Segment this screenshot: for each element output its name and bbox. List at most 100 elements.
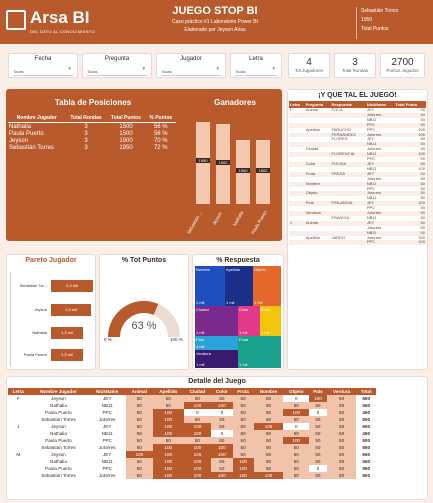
treemap-cell[interactable]: Vendura 1 mil <box>195 350 238 368</box>
filter-value[interactable]: Todas <box>235 67 277 76</box>
cell: Animal <box>305 219 318 225</box>
table-row[interactable]: FLORES JEY 50 <box>289 137 426 142</box>
winner-bar[interactable]: 1500 <box>256 140 270 204</box>
table-row[interactable]: Nathalia 3 1500 56 % <box>8 123 176 131</box>
pareto-bar[interactable]: 2,0 mil <box>51 280 93 292</box>
table-row[interactable]: PPC 100 <box>289 240 426 246</box>
table-row[interactable]: Paula Puerto PPC 50 50 50 50 50 50 100 50 50 500 <box>8 437 376 444</box>
chevron-down-icon[interactable]: ▾ <box>216 66 219 72</box>
cell: J <box>17 424 20 429</box>
table-row[interactable]: FRANCIA NB11 50 <box>289 214 426 221</box>
cell: 50 <box>420 214 425 220</box>
table-row[interactable]: NB11 50 <box>289 141 426 148</box>
table-row[interactable]: PPC 50 <box>289 205 426 211</box>
cell: 100 <box>253 472 284 479</box>
treemap-cell[interactable]: Objeto 1 mil <box>253 266 281 306</box>
treemap-cell[interactable]: Fruta 1 mil <box>260 306 281 336</box>
table-row[interactable]: Objeto Jotorres 50 <box>289 191 426 197</box>
winner-bar[interactable]: 1500 <box>236 140 250 204</box>
table-row[interactable]: M Jeyson JEY 100 100 100 100 50 50 50 50 50 650 <box>8 451 376 458</box>
cell: 50 <box>183 395 212 402</box>
table-row[interactable]: Ciudad Jotorres 50 <box>289 146 426 152</box>
table-row[interactable]: Vendura Jotorres 50 <box>289 210 426 216</box>
pareto-bar[interactable]: 1,5 mil <box>51 327 83 339</box>
table-row[interactable]: Jeyson 3 1900 70 % <box>8 137 176 144</box>
pareto-bar[interactable]: 1,9 mil <box>51 304 91 316</box>
cell: Jotorres <box>366 131 382 137</box>
table-row[interactable]: NB11 50 <box>289 195 426 201</box>
treemap-cell[interactable]: Apellido 1 mil <box>225 266 253 306</box>
cell: 50 <box>125 409 153 416</box>
table-row[interactable]: Jotorres 50 <box>289 112 426 118</box>
filter-fecha[interactable]: Fecha Todas ▾ <box>8 53 78 78</box>
treemap-cell[interactable]: Color 1 mil <box>238 306 260 336</box>
table-row[interactable]: F Animal FOCA JEY 50 <box>289 107 426 113</box>
treemap-cell[interactable]: País 1 mil <box>195 336 238 350</box>
table-row[interactable]: J Jeyson JEY 50 100 100 50 50 100 0 50 50 600 <box>8 423 376 430</box>
cell: Paula Puerto <box>45 466 72 471</box>
table-row[interactable]: Nathalia NB11 50 100 100 50 100 50 50 50 50 550 <box>8 458 376 465</box>
cell: 100 <box>283 437 310 444</box>
table-row[interactable]: PPC 50 <box>289 122 426 128</box>
table-row[interactable]: FERNÁNDEZ Jotorres 100 <box>289 131 426 138</box>
kpi-value: 2700 <box>391 57 414 68</box>
filter-value[interactable]: Todas <box>87 67 147 76</box>
chevron-down-icon[interactable]: ▾ <box>68 66 71 72</box>
table-row[interactable]: PPC 50 <box>289 156 426 162</box>
treemap-cell[interactable]: Nombre 1 mil <box>195 266 225 306</box>
cell: 56 % <box>153 130 168 137</box>
cell: 100 <box>283 409 310 416</box>
cell: 100 <box>232 458 254 465</box>
logo-tagline: DEL DATO AL CONOCIMIENTO <box>30 29 95 34</box>
table-row[interactable]: Nathalia NB11 50 100 100 0 50 50 50 50 50 450 <box>8 430 376 437</box>
table-row[interactable]: Fruta FRESA JEY 50 <box>289 171 426 177</box>
filter-value[interactable]: Todas <box>161 67 221 76</box>
table-row[interactable]: Paula Puerto PPC 50 100 100 50 100 50 50 0 50 550 <box>8 465 376 472</box>
table-row[interactable]: NB11 50 <box>289 117 426 123</box>
cell: 50 <box>125 416 153 423</box>
table-row[interactable]: Sebastián Torres Jotorres 50 100 100 100 100 10… <box>8 472 376 479</box>
table-row[interactable]: Paula Puerto PPC 50 100 0 0 50 50 100 0 50 450 <box>8 409 376 416</box>
cell <box>8 430 28 437</box>
col-header: Letra <box>8 388 29 395</box>
table-row[interactable]: NB11 100 <box>289 166 426 172</box>
table-row[interactable]: Nombre NB11 50 <box>289 181 426 187</box>
treemap-cell[interactable]: Ciudad 1 mil <box>195 306 238 336</box>
filter-value[interactable]: Todas <box>13 67 73 76</box>
table-row[interactable]: FLORENCIA NB11 100 <box>289 151 426 158</box>
pareto-name: Paula Puerto <box>23 352 47 357</box>
table-row[interactable]: Nathalia NB11 50 50 100 100 50 50 50 50 50 550 <box>8 402 376 409</box>
treemap-cell[interactable]: Fruta 1 mil <box>238 336 281 368</box>
cell: 50 <box>420 219 425 225</box>
table-row[interactable]: Jotorres 50 <box>289 176 426 182</box>
cell: 50 <box>211 465 233 472</box>
table-row[interactable]: Paula Puerto 3 1500 56 % <box>8 130 176 137</box>
cell: M <box>16 452 21 457</box>
table-row[interactable]: Sebastián Torres Jotorres 50 100 50 50 50 50 50 5… <box>8 416 376 423</box>
table-row[interactable]: Jotorres 50 <box>289 225 426 231</box>
cell: 50 <box>211 423 233 430</box>
cell: 100 <box>418 200 425 206</box>
table-row[interactable]: PPC 50 <box>289 186 426 192</box>
table-row[interactable]: Color FUCSIA JEY 50 <box>289 161 426 167</box>
chevron-down-icon[interactable]: ▾ <box>142 66 145 72</box>
table-row[interactable]: País FINLANDIA JEY 100 <box>289 200 426 207</box>
table-row[interactable]: Apellido JARDO Jotorres 100 <box>289 235 426 241</box>
chevron-down-icon[interactable]: ▾ <box>272 66 275 72</box>
table-row[interactable]: Sebastián Torres Jotorres 50 100 100 100 50 50 5… <box>8 444 376 451</box>
cell: 100 <box>152 423 184 430</box>
winner-bar[interactable]: 1900 <box>216 124 230 204</box>
table-row[interactable]: J Animal JEY 50 <box>289 219 426 226</box>
cell: F <box>290 107 293 112</box>
filter-pregunta[interactable]: Pregunta Todas ▾ <box>82 53 152 78</box>
cell: 50 <box>326 402 357 409</box>
winner-bar[interactable]: 1950 <box>196 122 210 204</box>
cell: NB11 <box>101 403 113 408</box>
pareto-bar[interactable]: 1,5 mil <box>51 349 83 361</box>
filter-jugador[interactable]: Jugador Todas ▾ <box>156 53 226 78</box>
table-row[interactable]: F Jeyson JEY 50 50 50 50 50 50 0 100 50 500 <box>8 395 376 402</box>
filter-letra[interactable]: Letra Todas ▾ <box>230 53 282 78</box>
table-row[interactable]: Sebastián Torres 3 1950 72 % <box>8 144 176 151</box>
table-row[interactable]: Apellido FARUCHO PPC 100 <box>289 127 426 133</box>
table-row[interactable]: NB11 50 <box>289 230 426 236</box>
